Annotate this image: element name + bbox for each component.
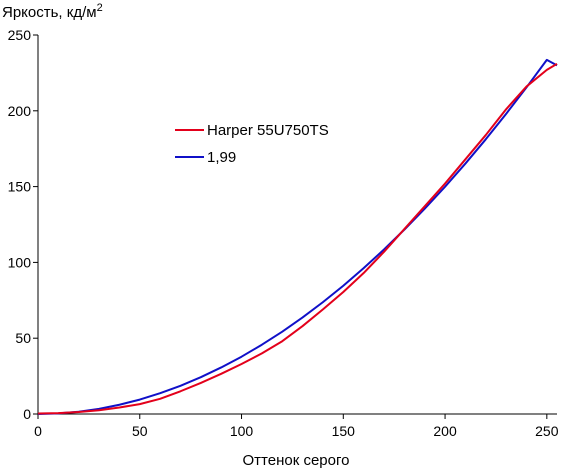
ticks: 0 50 100 150 200 250 0 50 100 150 200 250 (8, 27, 559, 439)
series-lines (37, 58, 558, 415)
y-axis-title-text: Яркость, кд/м (2, 4, 97, 21)
x-axis-title: Оттенок серого (243, 452, 350, 469)
series-line-1 (37, 58, 558, 415)
y-tick-label: 100 (8, 254, 32, 270)
y-axis-title: Яркость, кд/м2 (2, 2, 103, 21)
y-tick-label: 250 (8, 27, 32, 43)
x-tick-label: 0 (34, 423, 42, 439)
x-tick-label: 200 (433, 423, 457, 439)
axes (37, 35, 557, 415)
x-tick-label: 50 (132, 423, 148, 439)
y-axis-title-superscript: 2 (97, 2, 103, 14)
series-line-0 (37, 62, 558, 415)
x-tick-label: 250 (535, 423, 559, 439)
y-tick-label: 0 (23, 406, 31, 422)
legend-label-0: Harper 55U750TS (207, 122, 329, 139)
y-tick-label: 200 (8, 103, 32, 119)
legend-label-1: 1,99 (207, 149, 236, 166)
legend: Harper 55U750TS 1,99 (175, 122, 329, 166)
x-tick-label: 150 (332, 423, 356, 439)
y-tick-label: 150 (8, 179, 32, 195)
x-tick-label: 100 (230, 423, 254, 439)
y-tick-label: 50 (15, 330, 31, 346)
